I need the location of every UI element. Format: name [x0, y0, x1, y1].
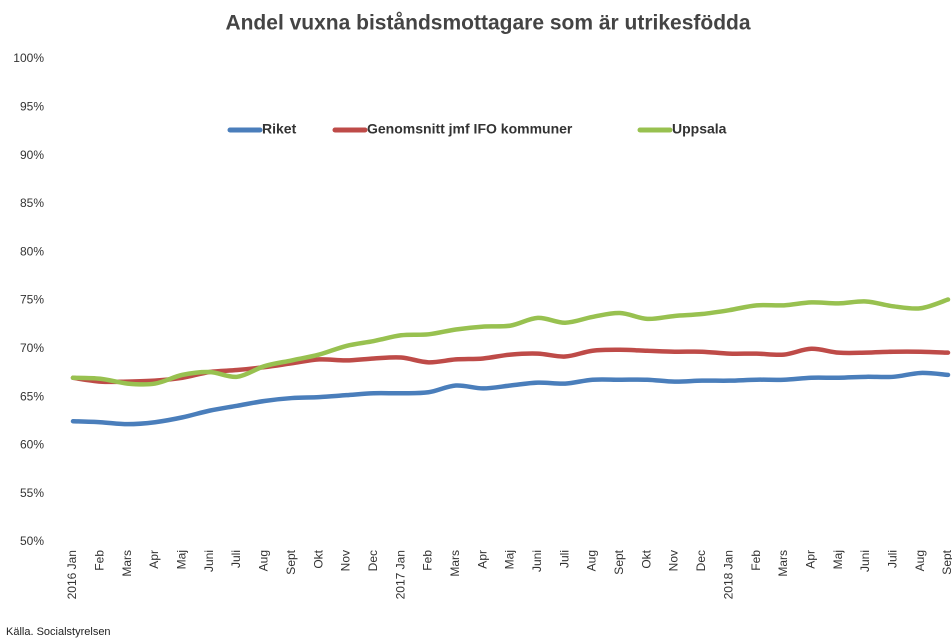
x-tick-label: Juni	[530, 550, 544, 572]
y-tick-label: 60%	[20, 438, 44, 452]
x-tick-label: 2018 Jan	[721, 550, 735, 599]
y-tick-label: 100%	[13, 51, 44, 65]
y-tick-label: 70%	[20, 341, 44, 355]
x-tick-label: Mars	[120, 550, 134, 577]
x-tick-label: Dec	[366, 550, 380, 571]
x-tick-label: Maj	[503, 550, 517, 569]
x-tick-label: Maj	[831, 550, 845, 569]
x-tick-label: Aug	[585, 550, 599, 571]
x-tick-label: Juni	[858, 550, 872, 572]
x-tick-label: Aug	[913, 550, 927, 571]
y-tick-label: 50%	[20, 534, 44, 548]
x-tick-label: Apr	[803, 550, 817, 569]
y-tick-label: 90%	[20, 148, 44, 162]
x-tick-label: Okt	[311, 549, 325, 568]
x-tick-label: Maj	[175, 550, 189, 569]
x-tick-label: Nov	[339, 550, 353, 571]
x-tick-label: Sept	[612, 549, 626, 574]
y-tick-label: 55%	[20, 486, 44, 500]
y-tick-label: 80%	[20, 244, 44, 258]
x-tick-label: Feb	[421, 550, 435, 571]
x-tick-label: Apr	[147, 550, 161, 569]
x-tick-label: Aug	[257, 550, 271, 571]
legend-label: Riket	[262, 121, 297, 137]
y-tick-label: 95%	[20, 99, 44, 113]
source-note: Källa. Socialstyrelsen	[6, 626, 111, 638]
legend-label: Genomsnitt jmf IFO kommuner	[367, 121, 573, 137]
y-tick-label: 65%	[20, 389, 44, 403]
x-tick-label: Sept	[940, 549, 952, 574]
series-line	[70, 370, 951, 427]
x-tick-label: 2016 Jan	[65, 550, 79, 599]
legend-label: Uppsala	[672, 121, 727, 137]
x-tick-label: Mars	[448, 550, 462, 577]
y-tick-label: 75%	[20, 293, 44, 307]
x-tick-label: Okt	[639, 549, 653, 568]
chart-title: Andel vuxna biståndsmottagare som är utr…	[225, 12, 750, 35]
y-tick-label: 85%	[20, 196, 44, 210]
x-tick-label: Dec	[694, 550, 708, 571]
x-tick-label: Juli	[229, 550, 243, 568]
x-tick-label: 2017 Jan	[393, 550, 407, 599]
x-tick-label: Apr	[475, 550, 489, 569]
x-tick-label: Mars	[776, 550, 790, 577]
x-tick-label: Sept	[284, 549, 298, 574]
x-tick-label: Juli	[557, 550, 571, 568]
x-tick-label: Juli	[885, 550, 899, 568]
x-tick-label: Juni	[202, 550, 216, 572]
series-line	[70, 297, 951, 387]
x-tick-label: Feb	[93, 550, 107, 571]
x-tick-label: Nov	[667, 550, 681, 571]
x-tick-label: Feb	[749, 550, 763, 571]
